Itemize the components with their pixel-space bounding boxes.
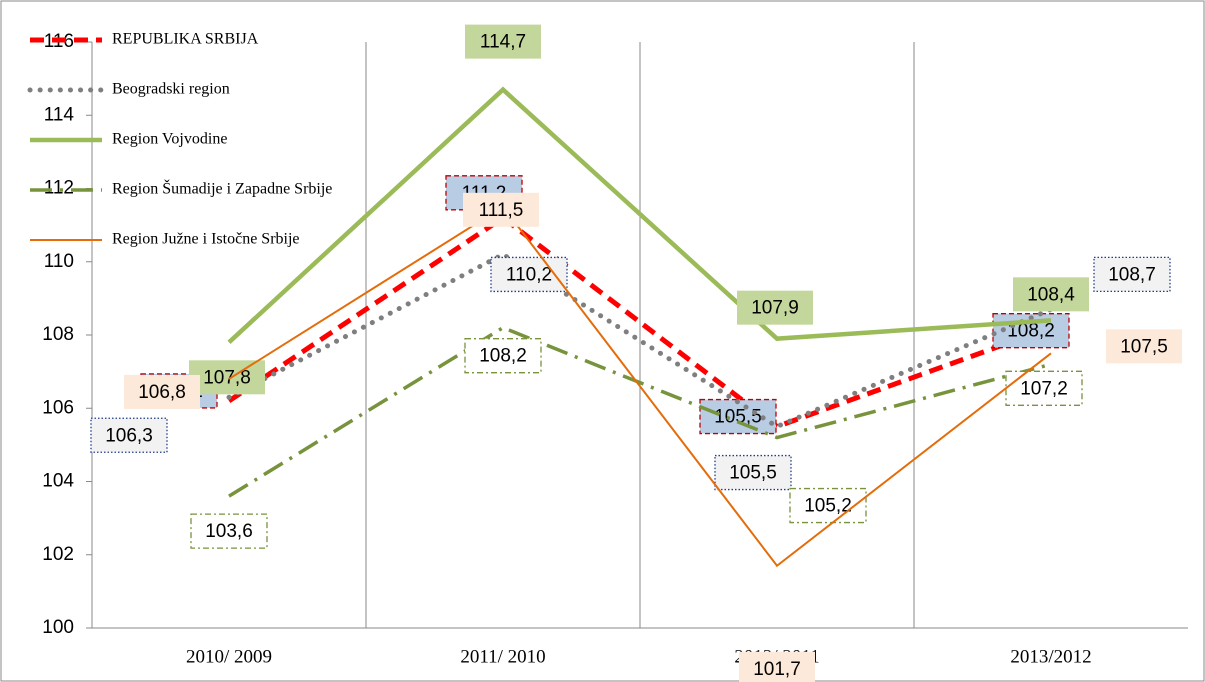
series-line — [227, 86, 1052, 344]
value-label: 103,6 — [205, 521, 253, 542]
value-label: 105,5 — [714, 407, 762, 428]
x-tick-label: 2013/2012 — [1010, 646, 1091, 667]
value-label-box — [463, 192, 539, 227]
x-tick-label: 2011/ 2010 — [460, 646, 545, 667]
value-label: 108,7 — [1108, 264, 1156, 285]
y-tick-label: 106 — [42, 397, 74, 418]
value-label: 111,5 — [479, 200, 524, 221]
y-tick-label: 100 — [42, 617, 74, 638]
value-label: 114,7 — [480, 32, 526, 53]
y-tick-label: 104 — [42, 471, 74, 492]
value-label: 101,7 — [753, 659, 801, 680]
value-label-box — [1005, 370, 1083, 406]
value-label: 105,5 — [729, 463, 777, 484]
value-label: 105,2 — [804, 496, 852, 517]
value-label: 106,3 — [105, 425, 153, 446]
value-label-box — [739, 651, 815, 682]
y-tick-label: 110 — [44, 251, 74, 272]
value-label-box — [714, 454, 792, 491]
value-label-box — [90, 417, 168, 453]
legend-label: Region Šumadije i Zapadne Srbije — [112, 179, 332, 198]
x-tick-label: 2010/ 2009 — [186, 646, 272, 667]
legend-label: Beogradski region — [112, 81, 230, 98]
value-label: 107,9 — [751, 298, 799, 319]
value-label-box — [124, 374, 200, 409]
value-label: 108,2 — [479, 346, 527, 367]
y-tick-label: 112 — [44, 178, 74, 199]
value-label: 107,5 — [1120, 336, 1168, 357]
value-label-box — [1093, 256, 1171, 293]
legend-label: REPUBLIKA SRBIJA — [112, 31, 259, 48]
value-label: 108,4 — [1027, 284, 1075, 305]
y-tick-label: 108 — [42, 324, 74, 345]
legend-label: Region Južne i Istočne Srbije — [112, 231, 300, 248]
y-tick-label: 102 — [42, 544, 74, 565]
value-label: 110,2 — [506, 264, 552, 285]
value-label-box — [465, 24, 541, 59]
series-line — [227, 214, 1052, 430]
value-label: 107,2 — [1020, 378, 1068, 399]
value-label-box — [464, 338, 542, 374]
series-line — [228, 325, 1052, 498]
legend-label: Region Vojvodine — [112, 131, 227, 148]
value-label-box — [1013, 277, 1089, 312]
value-label-box — [737, 290, 813, 325]
y-tick-label: 114 — [44, 104, 75, 125]
value-label-box — [1106, 329, 1182, 364]
value-label-box — [189, 360, 265, 395]
value-label-box — [190, 513, 268, 549]
series-line — [228, 205, 1052, 568]
value-label: 106,8 — [138, 382, 186, 403]
value-label: 108,2 — [1007, 321, 1055, 342]
